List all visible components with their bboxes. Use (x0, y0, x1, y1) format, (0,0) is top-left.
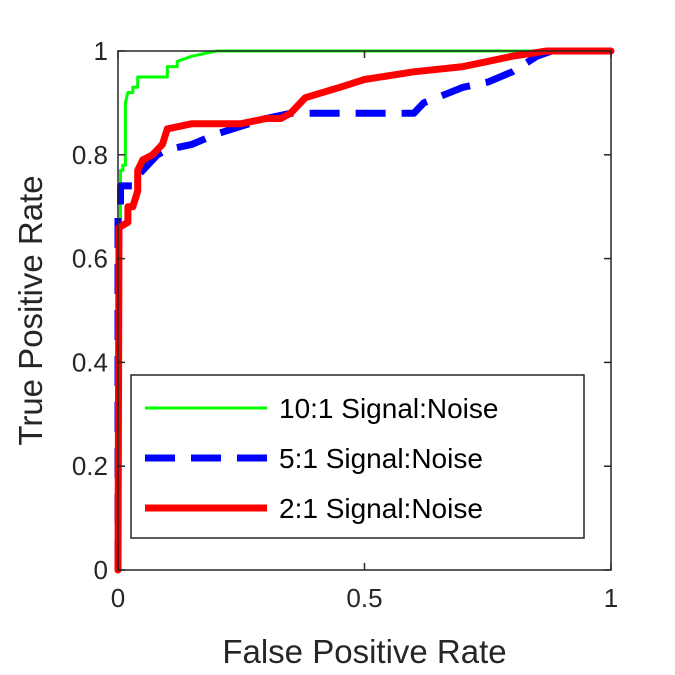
legend-label-1: 10:1 Signal:Noise (279, 393, 498, 424)
series-line-3 (114, 47, 615, 574)
y-tick-label: 0 (94, 555, 108, 585)
legend-label-3: 2:1 Signal:Noise (279, 493, 483, 524)
y-tick-label: 0.6 (72, 244, 108, 274)
legend-label-2: 5:1 Signal:Noise (279, 443, 483, 474)
y-tick-label: 0.8 (72, 140, 108, 170)
y-tick-label: 0.2 (72, 451, 108, 481)
y-tick-label: 0.4 (72, 347, 108, 377)
x-tick-label: 1 (604, 583, 618, 613)
x-axis-title: False Positive Rate (222, 633, 506, 670)
legend-items: 10:1 Signal:Noise 5:1 Signal:Noise 2:1 Sig… (145, 393, 498, 524)
y-tick-label: 1 (94, 36, 108, 66)
x-tick-label: 0.5 (346, 583, 382, 613)
y-axis-title: True Positive Rate (12, 175, 49, 445)
x-tick-label: 0 (111, 583, 125, 613)
legend: 10:1 Signal:Noise 5:1 Signal:Noise 2:1 Sig… (130, 374, 585, 539)
ticks-layer: 0 0.5 1 0 0.2 0.4 0.6 0.8 1 (72, 36, 618, 613)
